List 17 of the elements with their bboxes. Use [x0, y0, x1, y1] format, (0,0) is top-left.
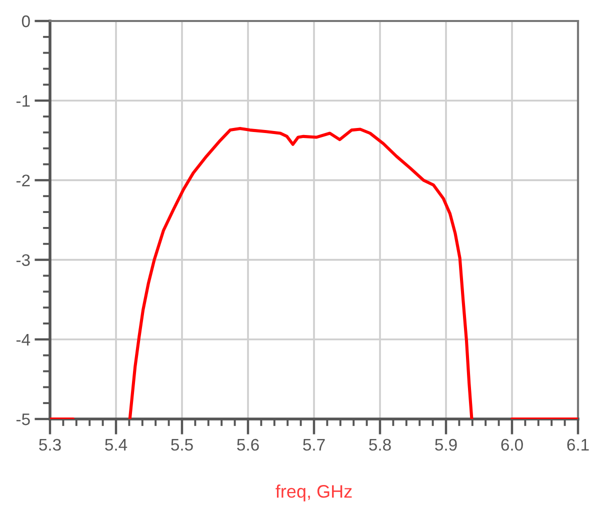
- x-tick-label: 5.4: [105, 439, 128, 451]
- y-tick-label: -3: [16, 254, 30, 266]
- y-tick-label: -5: [16, 414, 30, 426]
- y-tick-label: -2: [16, 174, 30, 186]
- line-series: [128, 126, 474, 419]
- x-tick-label: 5.6: [237, 438, 259, 451]
- y-tick-label: 0: [22, 15, 30, 28]
- x-tick-label: 5.8: [369, 438, 391, 451]
- x-tick-label: 6.1: [567, 438, 589, 451]
- y-tick-label: -1: [16, 95, 30, 107]
- x-tick-label: 5.3: [39, 438, 61, 451]
- x-tick-label: 5.9: [435, 438, 457, 451]
- y-tick-label: -4: [16, 334, 30, 346]
- x-tick-label: 5.7: [303, 439, 325, 451]
- x-tick-label: 6.0: [501, 438, 523, 451]
- x-axis-title: freq, GHz: [276, 484, 352, 502]
- x-tick-label: 5.5: [171, 439, 193, 451]
